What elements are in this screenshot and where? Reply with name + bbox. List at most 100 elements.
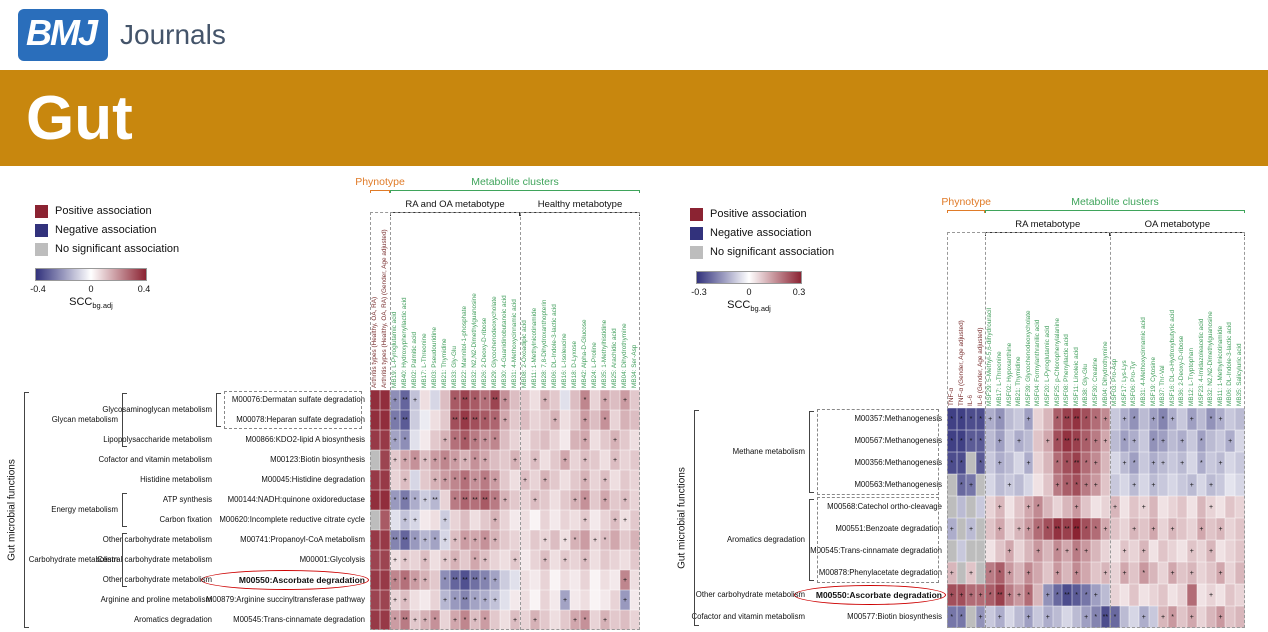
heatmap-cell: + <box>530 490 540 510</box>
heatmap-cell <box>590 510 600 530</box>
heatmap-cell <box>410 550 420 570</box>
heatmap-cell <box>370 470 380 490</box>
row-group-label: Other carbohydrate metabolism <box>102 575 212 584</box>
heatmap-cell <box>1033 474 1043 496</box>
heatmap-cell <box>570 510 580 530</box>
heatmap-cell: + <box>947 584 957 606</box>
heatmap-cell: + <box>1091 452 1101 474</box>
colorbar-tick-min: -0.3 <box>691 287 707 297</box>
heatmap-cell: + <box>1004 474 1015 496</box>
heatmap-cell <box>1091 540 1101 562</box>
subgroup-bracket <box>1110 232 1245 236</box>
heatmap-cell <box>490 550 500 570</box>
heatmap-cell <box>1235 518 1245 540</box>
heatmap-cell: + <box>966 518 976 540</box>
heatmap-cell: * <box>1081 584 1091 606</box>
heatmap-cell: + <box>1023 496 1034 518</box>
heatmap-cell <box>510 510 520 530</box>
column-label: MB35: 1-Methylhistidine <box>601 319 608 388</box>
row-group-label: Glycosaminoglycan metabolism <box>102 405 212 414</box>
heatmap-cell: + <box>400 590 410 610</box>
column-label: MB31: 4-Methoxycinnamic acid <box>511 299 518 388</box>
heatmap-cell: * <box>1091 518 1101 540</box>
heatmap-cell: + <box>410 510 420 530</box>
row-group-label: Other carbohydrate metabolism <box>695 590 805 599</box>
column-label: TNF-α (Gender, Age adjusted) <box>957 320 965 406</box>
heatmap-cell: * <box>1158 408 1168 430</box>
heatmap-cell: + <box>1129 430 1139 452</box>
heatmap-cell <box>590 550 600 570</box>
journal-banner: Gut <box>0 70 1268 166</box>
colorbar-tick-mid: 0 <box>746 287 752 297</box>
heatmap-cell: + <box>1023 562 1034 584</box>
heatmap-cell: + <box>1004 584 1015 606</box>
heatmap-cell <box>1177 496 1187 518</box>
heatmap-cell <box>1158 584 1168 606</box>
column-label: MB08: 2-Oxoadipic acid <box>521 320 528 388</box>
heatmap-cell: * <box>490 430 500 450</box>
heatmap-cell <box>620 410 630 430</box>
heatmap-cell: * <box>400 430 410 450</box>
heatmap-cell <box>1081 562 1091 584</box>
heatmap-cell <box>520 450 530 470</box>
heatmap-cell: + <box>560 590 570 610</box>
row-group-bracket <box>122 533 127 587</box>
heatmap-cell <box>590 410 600 430</box>
heatmap-cell: + <box>1215 452 1226 474</box>
row-group-label: Lipopolysaccharide metabolism <box>103 435 212 444</box>
heatmap-cell <box>1052 496 1063 518</box>
heatmap-cell: * <box>470 450 480 470</box>
column-label: MB29: Glycochenodeoxycholate <box>491 296 498 388</box>
row-group-label: Glycan metabolism <box>51 415 118 424</box>
heatmap-cell <box>1100 452 1111 474</box>
heatmap-cell: * <box>1129 452 1139 474</box>
column-label: MB22: Mannitol-1-phosphate <box>461 305 468 388</box>
heatmap-cell <box>440 490 450 510</box>
column-label: MSF30: Creatine <box>1092 357 1099 406</box>
heatmap-cell <box>510 490 520 510</box>
heatmap-cell <box>1139 408 1149 430</box>
heatmap-cell <box>1119 496 1130 518</box>
heatmap-cell: + <box>580 430 590 450</box>
heatmap-cell: + <box>440 550 450 570</box>
column-label: MB02: Palmitic acid <box>411 331 418 388</box>
heatmap-cell <box>1081 496 1091 518</box>
heatmap-cell: + <box>1148 518 1159 540</box>
heatmap-cell: + <box>1071 562 1082 584</box>
heatmap-cell <box>510 530 520 550</box>
heatmap-cell <box>1225 584 1235 606</box>
heatmap-cell: * <box>1052 540 1063 562</box>
heatmap-cell: + <box>450 530 460 550</box>
heatmap-cell <box>590 450 600 470</box>
subgroup-bracket <box>520 212 640 216</box>
heatmap-cell <box>600 570 610 590</box>
heatmap-cell: + <box>1158 452 1168 474</box>
bmj-logo[interactable]: BMJ <box>18 9 109 61</box>
column-label: MB21: Thymidine <box>441 338 448 388</box>
heatmap-cell <box>1215 584 1226 606</box>
heatmap-cell <box>530 590 540 610</box>
heatmap-cell <box>600 430 610 450</box>
heatmap-cell <box>975 562 986 584</box>
heatmap-cell: + <box>1004 562 1015 584</box>
heatmap-cell: + <box>1215 518 1226 540</box>
heatmap-cell: ** <box>460 490 470 510</box>
heatmap-cell: + <box>1225 430 1235 452</box>
heatmap-cell: + <box>975 584 986 606</box>
heatmap-cell <box>440 390 450 410</box>
heatmap-cell: + <box>420 610 430 630</box>
heatmap-cell <box>460 510 470 530</box>
heatmap-cell <box>1187 496 1197 518</box>
heatmap-cell <box>995 474 1005 496</box>
heatmap-cell: ** <box>1071 408 1082 430</box>
heatmap-cell <box>985 474 995 496</box>
heatmap-cell: + <box>1148 474 1159 496</box>
heatmap-cell: + <box>1177 430 1187 452</box>
heatmap-cell: + <box>995 606 1005 628</box>
journal-title[interactable]: Gut <box>26 83 133 153</box>
heatmap-cell <box>1225 452 1235 474</box>
heatmap-cell <box>1167 496 1178 518</box>
heatmap-cell <box>947 474 957 496</box>
row-group-label: Other carbohydrate metabolism <box>102 535 212 544</box>
row-label: M00878:Phenylacetate degradation <box>818 568 942 577</box>
